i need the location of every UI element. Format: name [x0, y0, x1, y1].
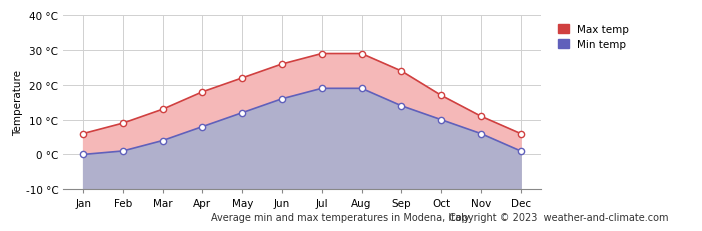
Y-axis label: Temperature: Temperature: [13, 70, 22, 136]
Text: Average min and max temperatures in Modena, Italy: Average min and max temperatures in Mode…: [211, 212, 469, 222]
Text: Copyright © 2023  weather-and-climate.com: Copyright © 2023 weather-and-climate.com: [449, 212, 669, 222]
Legend: Max temp, Min temp: Max temp, Min temp: [555, 21, 633, 53]
